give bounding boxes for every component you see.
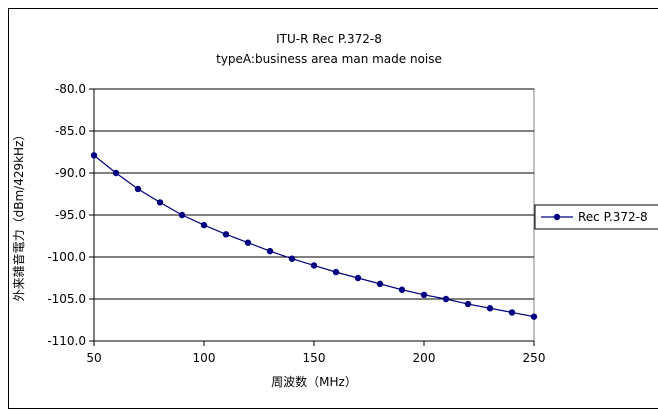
data-point <box>465 301 471 307</box>
legend: Rec P.372-8 <box>535 205 658 229</box>
legend-label: Rec P.372-8 <box>578 210 648 224</box>
x-axis-label: 周波数（MHz） <box>271 374 357 389</box>
data-point <box>91 152 97 158</box>
data-point <box>289 255 295 261</box>
data-point <box>179 212 185 218</box>
x-tick-label: 50 <box>86 351 101 365</box>
x-tick-label: 100 <box>193 351 216 365</box>
data-point <box>377 281 383 287</box>
y-tick-label: -80.0 <box>55 82 86 96</box>
chart-subtitle: typeA:business area man made noise <box>216 52 442 66</box>
y-axis-label: 外来雑音電力（dBm/429kHz） <box>11 129 26 302</box>
y-tick-label: -105.0 <box>47 292 86 306</box>
x-tick-label: 250 <box>523 351 546 365</box>
data-point <box>487 305 493 311</box>
data-point <box>245 240 251 246</box>
y-tick-label: -100.0 <box>47 250 86 264</box>
chart-title: ITU-R Rec P.372-8 <box>276 32 382 46</box>
y-tick-label: -85.0 <box>55 124 86 138</box>
x-tick-label: 200 <box>413 351 436 365</box>
data-point <box>267 248 273 254</box>
y-tick-label: -90.0 <box>55 166 86 180</box>
data-point <box>223 231 229 237</box>
data-point <box>135 186 141 192</box>
y-tick-label: -95.0 <box>55 208 86 222</box>
data-point <box>421 292 427 298</box>
y-tick-label: -110.0 <box>47 334 86 348</box>
data-point <box>509 309 515 315</box>
data-point <box>157 199 163 205</box>
data-point <box>201 222 207 228</box>
legend-marker <box>554 214 560 220</box>
data-point <box>355 275 361 281</box>
data-point <box>113 170 119 176</box>
data-point <box>333 269 339 275</box>
data-point <box>399 287 405 293</box>
data-point <box>531 313 537 319</box>
data-point <box>443 296 449 302</box>
x-tick-label: 150 <box>303 351 326 365</box>
data-point <box>311 262 317 268</box>
